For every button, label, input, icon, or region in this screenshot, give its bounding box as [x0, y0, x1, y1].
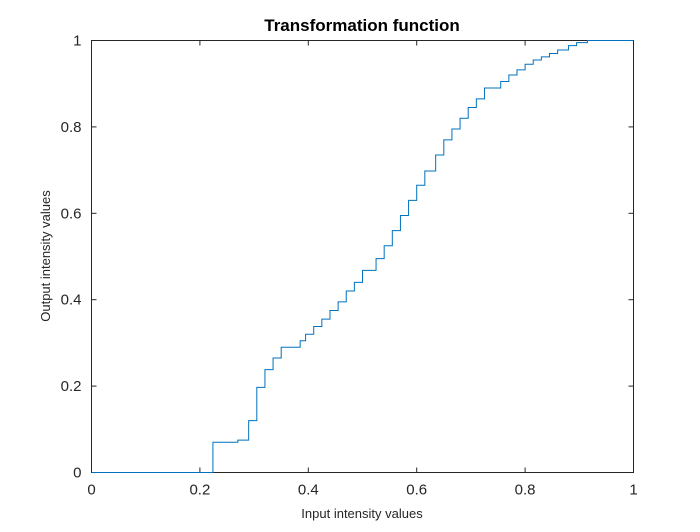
y-tick-label: 1 — [73, 33, 81, 50]
x-tick-label: 0.8 — [515, 482, 536, 499]
series-layer — [91, 40, 634, 473]
y-tick-label: 0.6 — [61, 205, 82, 222]
x-tick-label: 1 — [629, 482, 637, 499]
x-axis-ticks: 0 0.2 0.4 0.6 0.8 1 — [87, 40, 638, 499]
x-tick-label: 0.6 — [406, 482, 427, 499]
y-tick-label: 0 — [73, 465, 81, 482]
x-tick-label: 0.2 — [189, 482, 210, 499]
axes-box — [91, 40, 634, 473]
y-tick-label: 0.2 — [61, 378, 82, 395]
y-axis-ticks: 0 0.2 0.4 0.6 0.8 1 — [61, 33, 634, 482]
x-tick-label: 0 — [87, 482, 95, 499]
chart-title: Transformation function — [264, 16, 460, 35]
x-axis-label: Input intensity values — [301, 506, 423, 521]
y-axis-label: Output intensity values — [38, 190, 53, 322]
x-tick-label: 0.4 — [298, 482, 319, 499]
y-tick-label: 0.4 — [61, 292, 82, 309]
y-tick-label: 0.8 — [61, 119, 82, 136]
transformation-curve — [91, 40, 634, 473]
